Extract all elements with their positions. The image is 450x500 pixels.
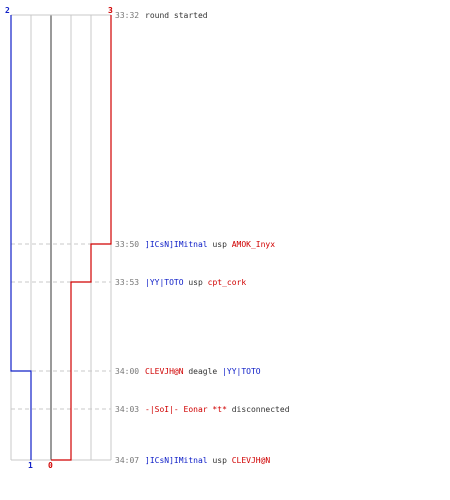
event-text: ]ICsN]IMitnal usp AMOK_Inyx — [145, 240, 275, 249]
event-player-name: |YY|TOTO — [145, 278, 184, 287]
event-player-name: -|SoI|- Eonar *t* — [145, 405, 227, 414]
event-player-name: cpt_cork — [208, 278, 247, 287]
event-text: -|SoI|- Eonar *t* disconnected — [145, 405, 290, 414]
event-row: 33:32 round started — [115, 11, 208, 20]
red-start-count: 3 — [108, 6, 113, 15]
event-row: 34:00 CLEVJH@N deagle |YY|TOTO — [115, 367, 261, 376]
event-text: ]ICsN]IMitnal usp CLEVJH@N — [145, 456, 270, 465]
event-status: disconnected — [227, 405, 290, 414]
blue-team-line — [10, 15, 32, 460]
event-text-part: round started — [145, 11, 208, 20]
event-time: 33:32 — [115, 11, 139, 20]
blue-start-count: 2 — [5, 6, 10, 15]
event-time: 33:53 — [115, 278, 139, 287]
red-end-count: 0 — [48, 461, 53, 470]
event-row: 34:07 ]ICsN]IMitnal usp CLEVJH@N — [115, 456, 270, 465]
event-time: 34:00 — [115, 367, 139, 376]
blue-end-count: 1 — [28, 461, 33, 470]
event-dash-lines — [11, 243, 111, 410]
red-team-line — [51, 15, 112, 461]
event-time: 34:03 — [115, 405, 139, 414]
event-weapon: usp — [208, 456, 232, 465]
event-player-name: ]ICsN]IMitnal — [145, 456, 208, 465]
event-player-name: CLEVJH@N — [232, 456, 271, 465]
event-player-name: AMOK_Inyx — [232, 240, 276, 249]
event-text: |YY|TOTO usp cpt_cork — [145, 278, 246, 287]
event-player-name: ]ICsN]IMitnal — [145, 240, 208, 249]
event-player-name: |YY|TOTO — [222, 367, 261, 376]
event-player-name: CLEVJH@N — [145, 367, 184, 376]
event-text: CLEVJH@N deagle |YY|TOTO — [145, 367, 261, 376]
event-log: 33:32 round started 33:50 ]ICsN]IMitnal … — [115, 11, 290, 465]
event-time: 33:50 — [115, 240, 139, 249]
graph-grid — [10, 14, 112, 461]
event-weapon: deagle — [184, 367, 223, 376]
event-row: 33:53 |YY|TOTO usp cpt_cork — [115, 278, 246, 287]
event-time: 34:07 — [115, 456, 139, 465]
event-text: round started — [145, 11, 208, 20]
event-weapon: usp — [208, 240, 232, 249]
event-row: 33:50 ]ICsN]IMitnal usp AMOK_Inyx — [115, 240, 275, 249]
event-weapon: usp — [184, 278, 208, 287]
event-row: 34:03 -|SoI|- Eonar *t* disconnected — [115, 405, 290, 414]
